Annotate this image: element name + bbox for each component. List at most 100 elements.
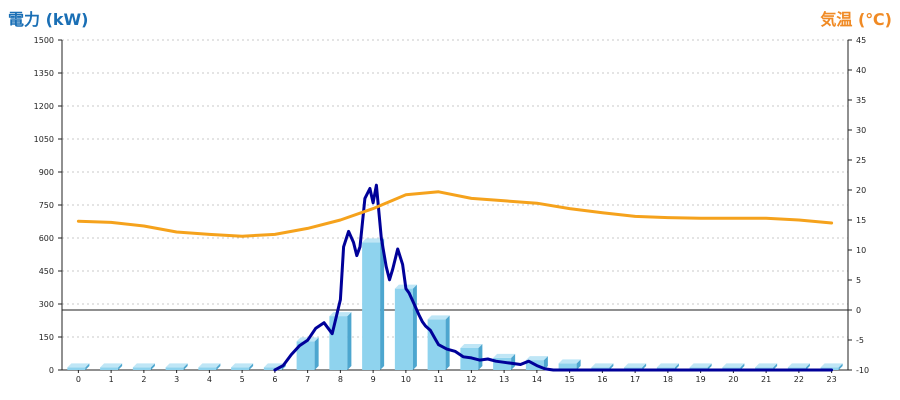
bar-top [493,353,516,358]
x-tick-label: 13 [499,375,509,384]
left-tick-label: 450 [39,267,54,276]
right-tick-label: -5 [856,336,864,345]
bar [198,363,221,370]
bar-top [132,363,155,368]
x-tick-label: 21 [761,375,771,384]
x-tick-label: 1 [109,375,114,384]
x-tick-label: 3 [174,375,179,384]
left-tick-label: 1500 [34,36,54,45]
bar [394,284,417,370]
x-tick-label: 2 [141,375,146,384]
bar-side [347,312,352,370]
bar-top [329,312,352,317]
x-tick-label: 7 [305,375,310,384]
bar [558,359,581,370]
left-tick-label: 600 [39,234,54,243]
left-tick-label: 0 [49,366,54,375]
x-tick-label: 15 [565,375,575,384]
x-tick-label: 9 [371,375,376,384]
x-tick-label: 14 [532,375,542,384]
bar-side [609,363,614,370]
bar-top [165,363,188,368]
bar-top [656,363,679,368]
bar-top [820,363,843,368]
bar-top [624,363,647,368]
x-tick-label: 17 [630,375,640,384]
x-tick-label: 22 [794,375,804,384]
bar-side [805,363,810,370]
bar-face [296,341,315,370]
bar-side [216,363,221,370]
bar [132,363,155,370]
bar [165,363,188,370]
right-tick-label: 35 [856,96,866,105]
right-tick-label: 20 [856,186,866,195]
temperature-line [76,190,834,238]
left-tick-label: 1200 [34,102,54,111]
x-tick-label: 12 [466,375,476,384]
bar-side [543,356,548,370]
x-tick-label: 8 [338,375,343,384]
bar [329,312,352,370]
right-tick-label: 10 [856,246,866,255]
bar-side [707,363,712,370]
x-tick-label: 18 [663,375,673,384]
bar-top [100,363,123,368]
bar-side [642,363,647,370]
bar-top [525,356,548,361]
bar-top [67,363,90,368]
bar-side [773,363,778,370]
bar-side [183,363,188,370]
x-tick-label: 11 [434,375,444,384]
left-tick-label: 900 [39,168,54,177]
bar-top [689,363,712,368]
bar-side [380,238,385,370]
bar-top [362,238,385,243]
bar-top [591,363,614,368]
x-tick-label: 23 [827,375,837,384]
bar-top [558,359,581,364]
bar-side [511,353,516,370]
right-tick-label: 30 [856,126,866,135]
bar-top [198,363,221,368]
right-tick-label: 25 [856,156,866,165]
bar-side [478,344,483,370]
left-tick-label: 1050 [34,135,54,144]
bar-side [150,363,155,370]
bar-side [118,363,123,370]
bar-face [329,316,348,370]
bar-face [198,367,217,370]
bar-top [231,363,254,368]
x-tick-label: 19 [696,375,706,384]
x-tick-label: 4 [207,375,212,384]
left-tick-label: 1350 [34,69,54,78]
x-tick-label: 20 [728,375,738,384]
left-tick-label: 750 [39,201,54,210]
power-line [273,183,834,372]
right-tick-label: 15 [856,216,866,225]
bar-top [755,363,778,368]
right-tick-label: 45 [856,36,866,45]
x-tick-label: 5 [240,375,245,384]
bar-top [722,363,745,368]
bar-side [85,363,90,370]
right-tick-label: 0 [856,306,861,315]
bar-face [132,367,151,370]
bar [67,363,90,370]
bar [362,238,385,370]
bar [100,363,123,370]
x-tick-label: 0 [76,375,81,384]
right-tick-label: 5 [856,276,861,285]
x-tick-label: 10 [401,375,411,384]
bar-side [740,363,745,370]
bar-side [249,363,254,370]
bar-top [787,363,810,368]
bar-face [394,288,413,370]
bar-side [674,363,679,370]
bar-face [231,367,250,370]
left-axis-title: 電力 (kW) [8,10,89,29]
left-tick-label: 150 [39,333,54,342]
right-tick-label: -10 [856,366,869,375]
